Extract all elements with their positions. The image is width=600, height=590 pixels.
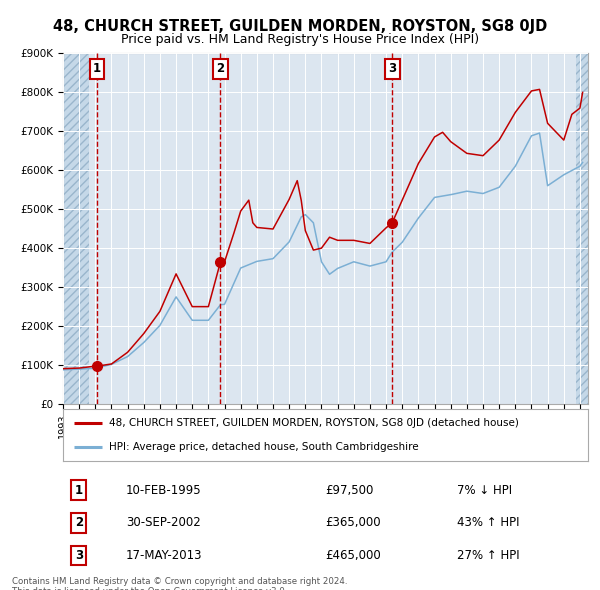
Text: Price paid vs. HM Land Registry's House Price Index (HPI): Price paid vs. HM Land Registry's House … [121,33,479,46]
Text: 1: 1 [93,63,101,76]
Text: Contains HM Land Registry data © Crown copyright and database right 2024.
This d: Contains HM Land Registry data © Crown c… [12,577,347,590]
Text: £97,500: £97,500 [325,484,374,497]
Text: 30-SEP-2002: 30-SEP-2002 [126,516,201,529]
Text: 17-MAY-2013: 17-MAY-2013 [126,549,203,562]
Text: 10-FEB-1995: 10-FEB-1995 [126,484,202,497]
Text: 43% ↑ HPI: 43% ↑ HPI [457,516,519,529]
Text: 1: 1 [74,484,83,497]
Text: £365,000: £365,000 [325,516,381,529]
Bar [576,53,588,404]
Bar [63,53,89,404]
Text: 2: 2 [74,516,83,529]
Bar [63,53,89,404]
Text: 3: 3 [388,63,396,76]
Bar [576,53,588,404]
Text: 27% ↑ HPI: 27% ↑ HPI [457,549,520,562]
Text: £465,000: £465,000 [325,549,381,562]
Text: 48, CHURCH STREET, GUILDEN MORDEN, ROYSTON, SG8 0JD (detached house): 48, CHURCH STREET, GUILDEN MORDEN, ROYST… [109,418,519,428]
Text: 2: 2 [217,63,224,76]
Text: 48, CHURCH STREET, GUILDEN MORDEN, ROYSTON, SG8 0JD: 48, CHURCH STREET, GUILDEN MORDEN, ROYST… [53,19,547,34]
Text: HPI: Average price, detached house, South Cambridgeshire: HPI: Average price, detached house, Sout… [109,442,419,453]
Text: 7% ↓ HPI: 7% ↓ HPI [457,484,512,497]
Text: 3: 3 [74,549,83,562]
